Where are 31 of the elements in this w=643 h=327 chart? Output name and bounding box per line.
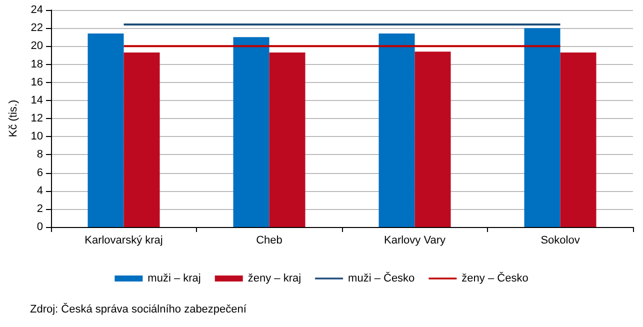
y-tick-label: 18 xyxy=(30,58,43,70)
y-tick-label: 20 xyxy=(30,40,43,52)
y-tick-label: 10 xyxy=(30,130,43,143)
x-tick-label: Karlovy Vary xyxy=(384,234,446,246)
bar xyxy=(269,52,306,227)
bar xyxy=(88,34,124,227)
legend-label: muži – kraj xyxy=(148,272,201,284)
bar xyxy=(233,37,270,227)
bar xyxy=(378,34,415,227)
x-tick-label: Cheb xyxy=(256,234,282,246)
y-tick-label: 2 xyxy=(36,202,43,215)
bar xyxy=(560,52,596,227)
text: Zdroj: Česká správa sociálního zabezpečení xyxy=(30,302,248,316)
x-tick-label: Sokolov xyxy=(540,234,580,246)
y-tick-label: 8 xyxy=(36,148,43,161)
legend-label: muži – Česko xyxy=(348,272,415,284)
y-tick-label: 12 xyxy=(30,112,43,124)
y-tick-label: 16 xyxy=(30,76,43,88)
bar xyxy=(524,28,560,227)
bar xyxy=(414,52,451,227)
y-tick-label: 6 xyxy=(36,166,43,179)
legend-label: ženy – Česko xyxy=(462,272,528,284)
y-tick-label: 24 xyxy=(30,4,43,16)
y-tick-label: 22 xyxy=(30,22,43,34)
y-tick-label: 4 xyxy=(36,184,43,197)
y-tick-label: 14 xyxy=(30,94,43,106)
y-tick-label: 0 xyxy=(36,221,43,233)
bar xyxy=(124,52,160,227)
legend-label: ženy – kraj xyxy=(248,272,302,284)
x-tick-label: Karlovarský kraj xyxy=(84,234,163,246)
y-axis-title: Kč (tis.) xyxy=(8,100,20,138)
